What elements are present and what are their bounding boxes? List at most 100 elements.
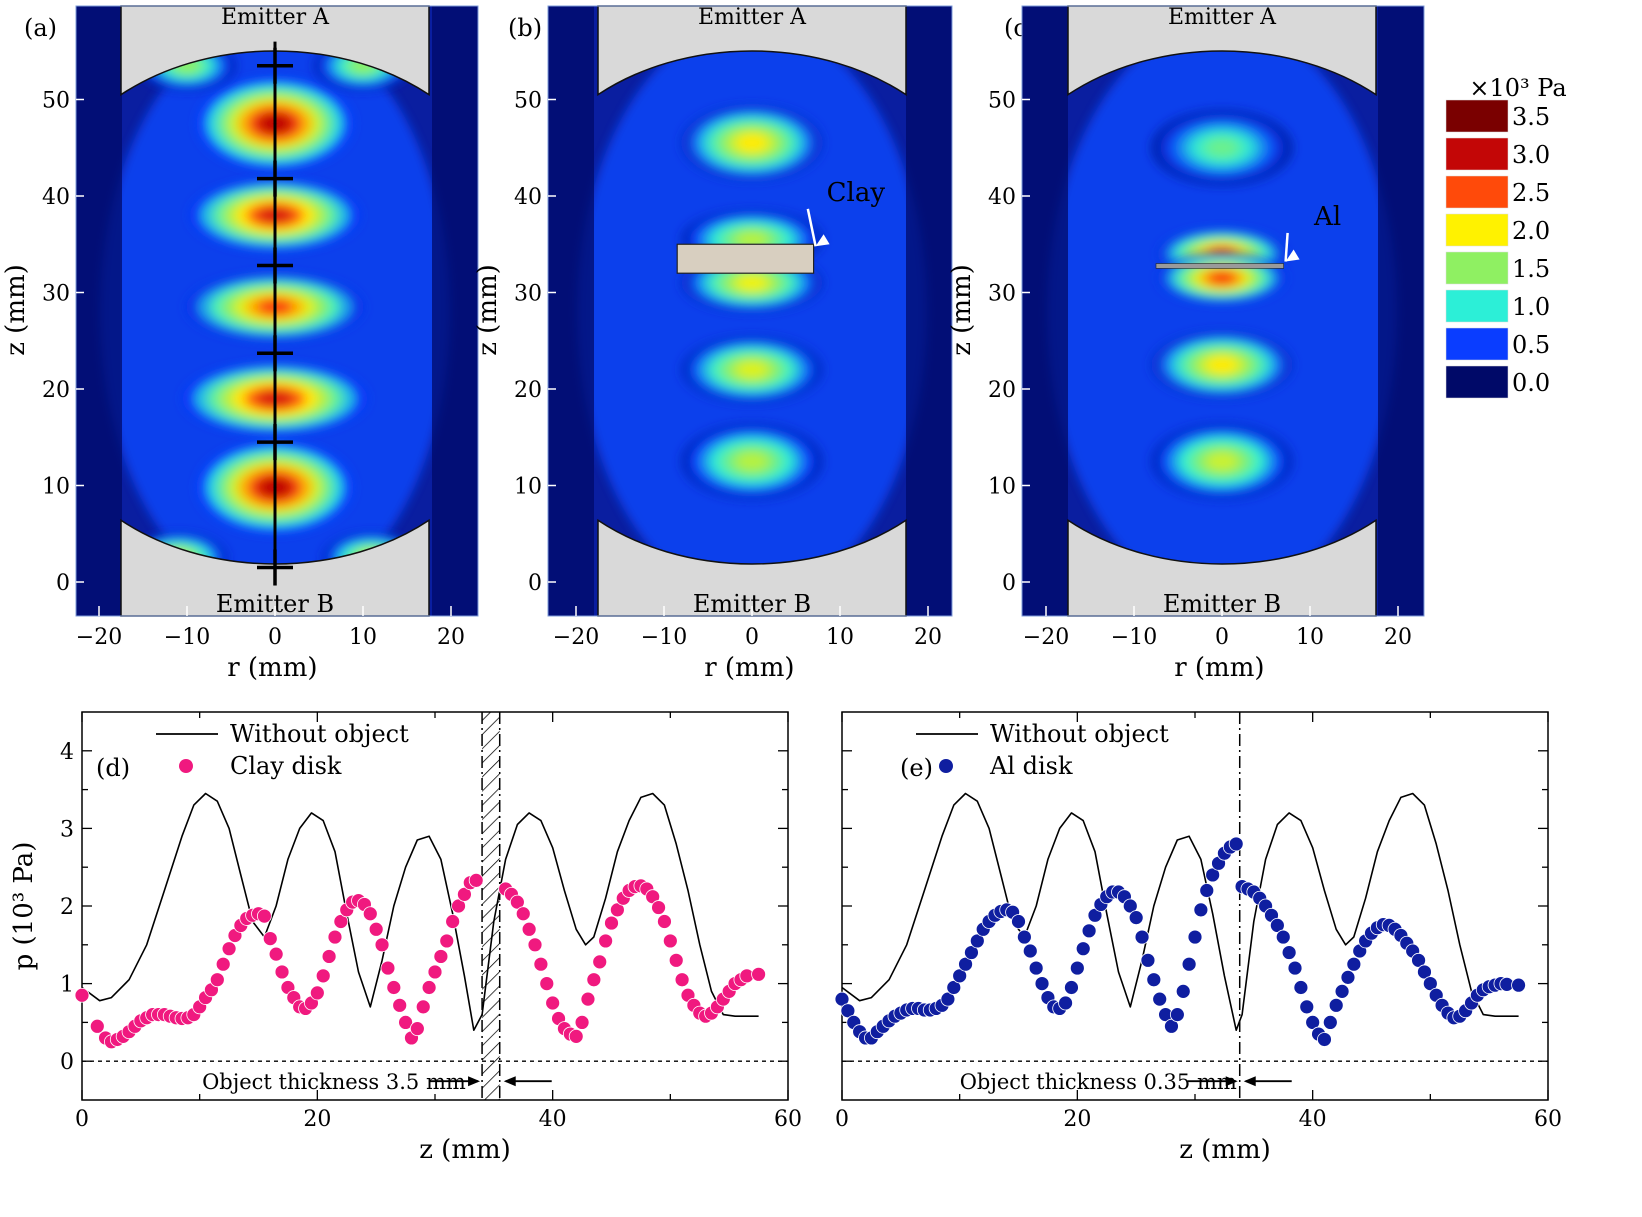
panel-d-ytick-label: 4 (60, 740, 74, 765)
panel-a-xtick-label: 0 (268, 625, 282, 650)
panel-e-legend-label: Al disk (989, 752, 1073, 780)
panel-e-point (1140, 952, 1156, 968)
panel-d-legend-marker (179, 759, 193, 773)
panel-e-point (1205, 867, 1221, 883)
panel-b-ytick-label: 30 (514, 282, 542, 307)
panel-e-point (1081, 923, 1097, 939)
panel-d-label: (d) (96, 754, 130, 782)
panel-e-point (1281, 945, 1297, 960)
colorbar-swatch (1445, 213, 1509, 247)
panel-e-series-without-object (841, 792, 1519, 1031)
panel-a-frame (75, 5, 479, 617)
panel-d-point (586, 972, 602, 988)
panel-a-ytick-label: 20 (42, 378, 70, 403)
panel-b-xtick-label: −10 (641, 625, 687, 650)
panel-d-point (368, 921, 384, 937)
colorbar-unit: ×10³ Pa (1469, 74, 1566, 102)
panel-a-xtick-label: −10 (164, 625, 210, 650)
panel-d-point (568, 1028, 584, 1044)
colorbar-level-label: 0.0 (1512, 369, 1550, 397)
panel-c-xtick-label: 0 (1215, 625, 1229, 650)
panel-b-ytick-label: 50 (514, 89, 542, 114)
panel-c-emitter-top (1067, 5, 1377, 97)
panel-e-point (1022, 943, 1038, 959)
panel-e-point (1069, 960, 1085, 976)
panel-d-point (674, 972, 690, 988)
panel-e-point (1511, 977, 1526, 993)
panel-e-xtick-label: 20 (1063, 1107, 1091, 1132)
panel-d: (d) 0 20 40 60 0 1 2 3 4 z (mm) p (10³ Pa) Object t… (9, 711, 802, 1165)
panel-b-xtick-label: 20 (914, 625, 942, 650)
panel-b-ytick-label: 40 (514, 185, 542, 210)
panel-b-peak (681, 336, 823, 404)
panel-e-point (1340, 969, 1356, 985)
panel-d-point (509, 894, 525, 910)
panel-e-point (1199, 883, 1215, 898)
panel-d-point (545, 995, 561, 1011)
panel-e-point (1322, 1015, 1338, 1030)
panel-e-point (1334, 983, 1350, 999)
panel-a-peak (197, 441, 353, 534)
panel-c-xtick-label: −20 (1023, 625, 1069, 650)
colorbar-level-label: 3.5 (1512, 103, 1550, 131)
panel-d-point (256, 908, 272, 924)
panel-e-point (1275, 929, 1291, 945)
panel-d-point (668, 952, 684, 968)
panel-e-point (1075, 941, 1091, 957)
panel-d-point (580, 991, 596, 1007)
panel-e-point (1122, 898, 1138, 914)
panel-b-peak (681, 423, 823, 499)
colorbar-level-label: 1.0 (1512, 293, 1550, 321)
panel-e-point (1175, 983, 1191, 999)
panel-a-peak (186, 273, 364, 341)
colorbar-swatch (1445, 365, 1509, 399)
panel-d-legend-label: Clay disk (230, 752, 342, 780)
panel-e-point (1228, 836, 1244, 852)
panel-c-xtick-label: −10 (1111, 625, 1157, 650)
panel-d-point (439, 933, 455, 949)
panel-d-ylabel: p (10³ Pa) (9, 842, 39, 971)
panel-a-label: (a) (24, 14, 57, 42)
panel-d-point (398, 1015, 413, 1030)
panel-d-point (457, 886, 472, 902)
panel-e-point (958, 956, 973, 972)
panel-d-point (574, 1015, 590, 1030)
panel-c-emitter-top-label: Emitter A (1168, 5, 1277, 30)
panel-d-point (74, 987, 90, 1003)
panel-d-point (609, 902, 625, 918)
panel-c-xlabel: r (mm) (1174, 653, 1264, 683)
panel-d-ytick-label: 2 (60, 895, 74, 920)
panel-b-xtick-label: −20 (553, 625, 599, 650)
panel-e-point (1417, 964, 1432, 980)
panel-d-point (421, 980, 437, 995)
panel-e-point (1011, 914, 1026, 929)
panel-c-frame (1021, 5, 1425, 617)
panel-a-ytick-label: 10 (42, 475, 70, 500)
panel-a-xtick-label: −20 (76, 625, 122, 650)
colorbar-level-label: 0.5 (1512, 331, 1550, 359)
panel-c-peak (1151, 331, 1293, 399)
panel-d-annotation: Object thickness 3.5 mm (202, 1070, 466, 1094)
panel-a-axes: 0 10 20 30 40 50 −20 −10 0 10 20 r (mm) z (mm) (1, 5, 479, 683)
colorbar-swatch (1445, 289, 1509, 323)
panel-d-point (321, 949, 337, 964)
panel-e-point (1146, 972, 1162, 988)
panel-c-object-label: Al (1313, 202, 1341, 232)
panel-e-point (1028, 960, 1044, 976)
panel-d-series-without-object (81, 792, 759, 1031)
panel-e-point (1293, 980, 1309, 995)
panel-c-xtick-label: 10 (1296, 625, 1324, 650)
panel-b-xlabel: r (mm) (704, 653, 794, 683)
panel-e-annotation: Object thickness 0.35 mm (960, 1070, 1237, 1094)
panel-d-annotation-arrowhead-left (468, 1076, 481, 1087)
panel-c-ytick-label: 0 (1002, 571, 1016, 596)
panel-e-point (1164, 1018, 1179, 1034)
panel-a-xtick-label: 10 (349, 625, 377, 650)
panel-c-cavity-glow (1047, 21, 1397, 602)
panel-d-point (539, 976, 555, 991)
panel-c-ytick-label: 20 (988, 378, 1016, 403)
panel-d-point (362, 906, 378, 922)
panel-d-point (409, 1021, 425, 1037)
